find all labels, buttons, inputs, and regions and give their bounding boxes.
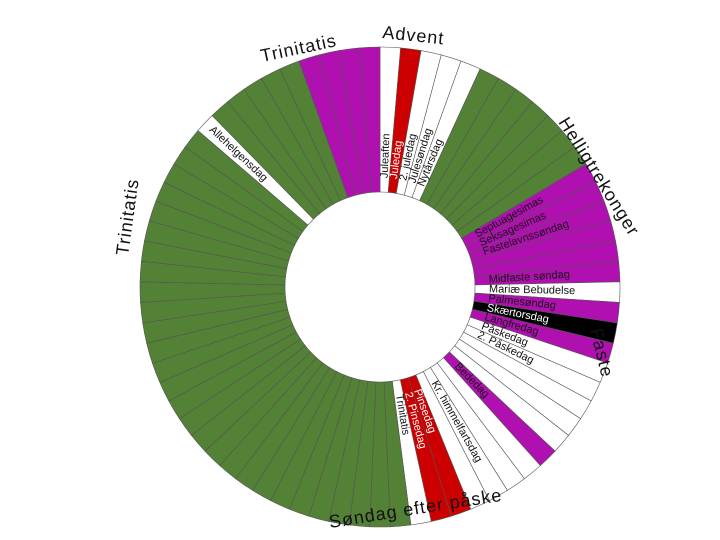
segment-ring — [139, 46, 621, 528]
period-label-advent: Advent — [382, 22, 446, 48]
segment-label: Juledag — [388, 140, 405, 180]
wheel-segment — [359, 46, 381, 193]
segment-label: Mariæ Bebudelse — [489, 283, 575, 297]
period-label-trinitatis-left: Trinitatis — [112, 177, 143, 256]
segment-label: Midfaste søndag — [488, 269, 570, 286]
segment-label: Juleaften — [379, 133, 393, 178]
